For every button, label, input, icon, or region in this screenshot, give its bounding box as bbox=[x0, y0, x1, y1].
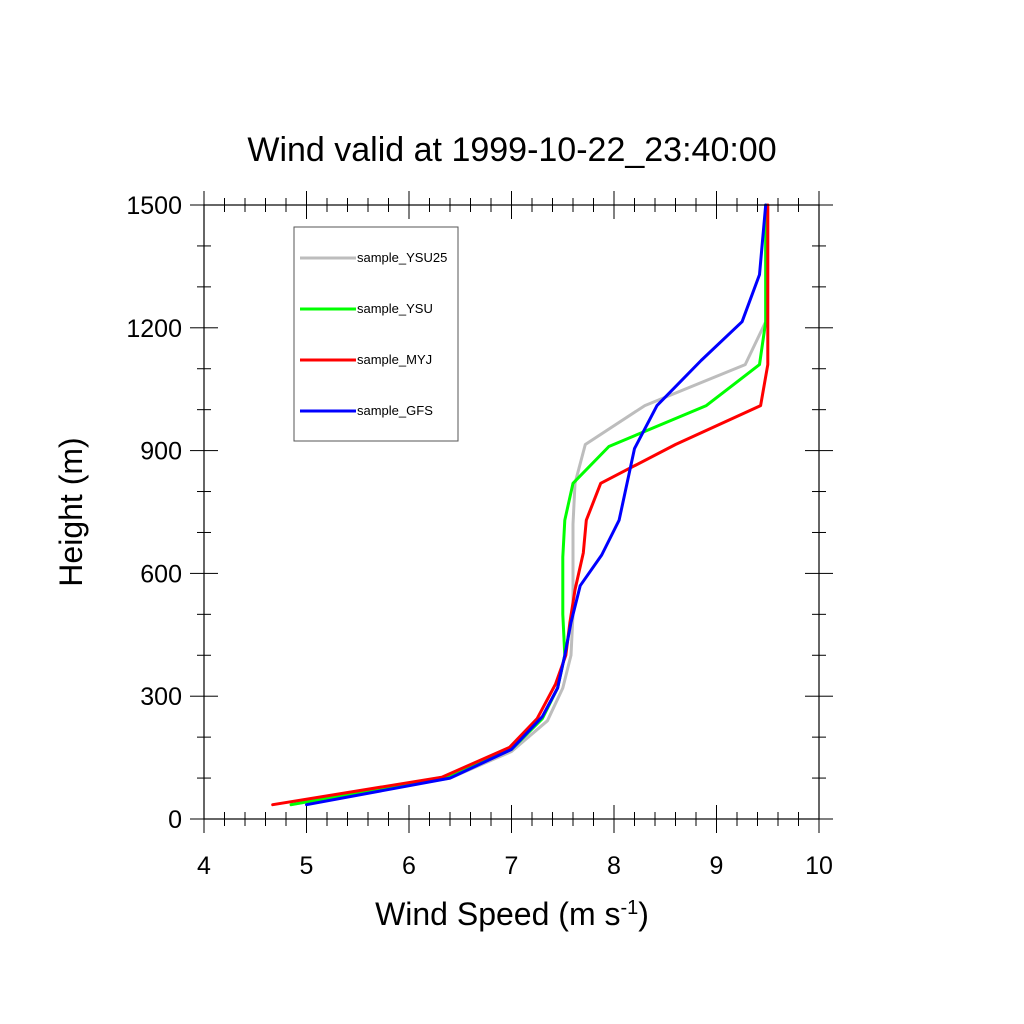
y-tick-label: 0 bbox=[168, 806, 182, 834]
y-tick-label: 900 bbox=[140, 438, 182, 466]
y-tick-label: 1200 bbox=[126, 315, 182, 343]
chart-title: Wind valid at 1999-10-22_23:40:00 bbox=[247, 131, 776, 169]
series-line-sample_MYJ bbox=[271, 203, 770, 807]
tick-marks bbox=[190, 191, 833, 833]
legend-label: sample_YSU bbox=[357, 301, 433, 316]
y-tick-label: 1500 bbox=[126, 192, 182, 220]
x-tick-label: 8 bbox=[607, 852, 621, 880]
x-tick-label: 10 bbox=[805, 852, 833, 880]
tick-labels: 4 5 6 7 8 9 10 0 300 600 900 1200 1500 bbox=[126, 192, 833, 880]
legend-label: sample_GFS bbox=[357, 403, 433, 418]
y-tick-label: 600 bbox=[140, 560, 182, 588]
x-axis-label: Wind Speed (m s-1) bbox=[375, 896, 649, 932]
legend-label: sample_MYJ bbox=[357, 352, 432, 367]
x-tick-label: 5 bbox=[300, 852, 314, 880]
plot-frame bbox=[203, 204, 820, 820]
series-lines bbox=[271, 203, 770, 807]
legend: sample_YSU25 sample_YSU sample_MYJ sample_G… bbox=[293, 226, 459, 442]
x-tick-label: 7 bbox=[505, 852, 519, 880]
x-tick-label: 9 bbox=[710, 852, 724, 880]
x-tick-label: 4 bbox=[197, 852, 211, 880]
series-line-sample_GFS bbox=[305, 203, 768, 807]
legend-box bbox=[293, 226, 459, 442]
y-tick-label: 300 bbox=[140, 683, 182, 711]
x-tick-label: 6 bbox=[402, 852, 416, 880]
legend-label: sample_YSU25 bbox=[357, 250, 447, 265]
series-line-sample_YSU25 bbox=[289, 203, 768, 807]
y-axis-label: Height (m) bbox=[53, 437, 89, 586]
